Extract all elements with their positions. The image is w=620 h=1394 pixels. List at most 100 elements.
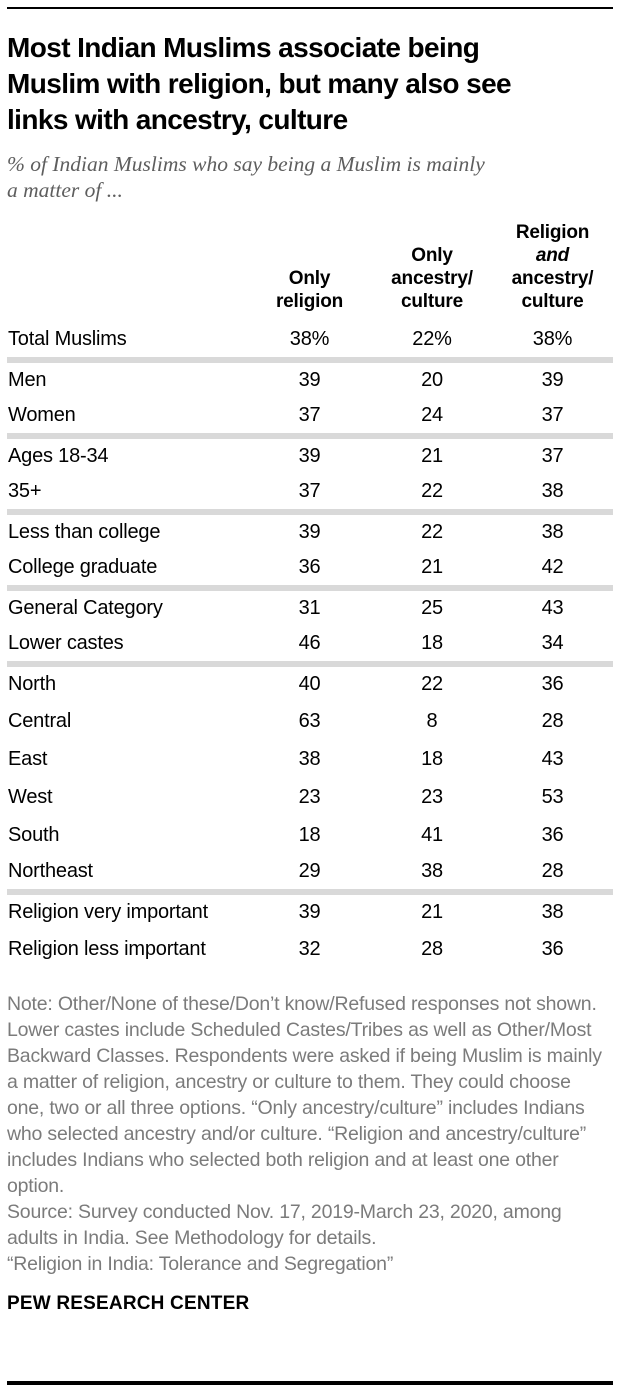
row-label: Religion less important [8, 937, 206, 960]
value-cell: 25 [421, 597, 443, 619]
value-cell: 22 [421, 521, 443, 543]
row-label: East [8, 747, 48, 770]
row-group: Ages 18-34 39 21 37 35+ 37 22 38 [7, 436, 613, 512]
value-cell: 37 [298, 404, 321, 426]
value-cell: 38 [541, 480, 564, 502]
table-row: Ages 18-34 39 21 37 [7, 436, 613, 474]
label-column-header [7, 221, 247, 322]
value-cell: 41 [421, 823, 443, 846]
value-cell: 32 [298, 937, 321, 960]
value-cell: 8 [426, 709, 438, 732]
table-row: East 38 18 43 [7, 740, 613, 778]
table-row: Religion less important 32 28 36 [7, 930, 613, 968]
value-cell: 37 [541, 445, 564, 467]
row-label: Women [8, 404, 76, 426]
table-row: Lower castes 46 18 34 [7, 626, 613, 664]
column-header-line: ancestry/ [511, 268, 594, 289]
table-row: Religion very important 39 21 38 [7, 892, 613, 930]
row-group: Less than college 39 22 38 College graduate 3… [7, 512, 613, 588]
value-cell: 36 [298, 556, 321, 578]
table-row: Men 39 20 39 [7, 360, 613, 398]
table-row: North 40 22 36 [7, 664, 613, 702]
row-label: Lower castes [8, 632, 124, 654]
value-cell: 22% [412, 328, 452, 350]
value-cell: 22 [421, 673, 443, 695]
table-row: General Category 31 25 43 [7, 588, 613, 626]
row-group: General Category 31 25 43 Lower castes 46 18 34 [7, 588, 613, 664]
row-label: Northeast [8, 860, 93, 882]
top-rule [7, 7, 613, 9]
row-label: South [8, 823, 60, 846]
table-row: 35+ 37 22 38 [7, 474, 613, 512]
value-cell: 46 [298, 632, 321, 654]
row-label: North [8, 673, 56, 695]
value-cell: 37 [541, 404, 564, 426]
value-cell: 18 [421, 632, 443, 654]
column-header-line: culture [401, 291, 463, 312]
value-cell: 29 [298, 860, 321, 882]
value-cell: 39 [298, 369, 321, 391]
value-cell: 43 [541, 747, 564, 770]
source-text: Source: Survey conducted Nov. 17, 2019-M… [7, 1201, 562, 1249]
column-header-line: Only [411, 245, 453, 266]
value-cell: 28 [541, 709, 564, 732]
row-label: Central [8, 709, 72, 732]
value-cell: 36 [541, 823, 564, 846]
table-row: West 23 23 53 [7, 778, 613, 816]
value-cell: 38% [289, 328, 330, 350]
column-header: Religion and ancestry/culture [492, 221, 613, 322]
value-cell: 43 [541, 597, 564, 619]
value-cell: 28 [421, 937, 443, 960]
value-cell: 21 [421, 556, 443, 578]
column-header-line: Religion [515, 222, 590, 243]
subtitle: % of Indian Muslims who say being a Musl… [7, 152, 485, 202]
table-row: College graduate 36 21 42 [7, 550, 613, 588]
value-cell: 20 [421, 369, 443, 391]
footnotes: Note: Other/None of these/Don’t know/Ref… [7, 991, 613, 1277]
value-cell: 39 [298, 521, 321, 543]
row-label: Men [8, 369, 47, 391]
data-table: Only religion Only ancestry/culture Religion… [7, 221, 613, 968]
value-cell: 38 [298, 747, 321, 770]
value-cell: 21 [421, 445, 443, 467]
table-header: Only religion Only ancestry/culture Religion… [7, 221, 613, 322]
row-label: West [8, 785, 53, 808]
column-header-line: and [535, 245, 570, 266]
column-header: Only ancestry/culture [372, 221, 492, 322]
note-text: Note: Other/None of these/Don’t know/Ref… [7, 993, 602, 1197]
value-cell: 38 [541, 521, 564, 543]
value-cell: 34 [541, 632, 564, 654]
row-label: Religion very important [8, 901, 208, 923]
value-cell: 31 [298, 597, 321, 619]
page-title: Most Indian Muslims associate being Musl… [7, 32, 512, 135]
row-label: Less than college [8, 521, 161, 543]
value-cell: 23 [421, 785, 443, 808]
table-row: Less than college 39 22 38 [7, 512, 613, 550]
value-cell: 42 [541, 556, 564, 578]
value-cell: 38 [421, 860, 443, 882]
row-label: 35+ [8, 480, 42, 502]
row-group: Religion very important 39 21 38 Religion le… [7, 892, 613, 968]
value-cell: 53 [541, 785, 564, 808]
column-header-line: Only [288, 268, 331, 289]
table-header-row: Only religion Only ancestry/culture Religion… [7, 221, 613, 322]
row-label: General Category [8, 597, 163, 619]
column-header: Only religion [247, 221, 372, 322]
table-row: Total Muslims 38% 22% 38% [7, 322, 613, 360]
value-cell: 38% [532, 328, 573, 350]
value-cell: 37 [298, 480, 321, 502]
table-row: Northeast 29 38 28 [7, 854, 613, 892]
column-header-line: culture [521, 291, 584, 312]
row-group: Total Muslims 38% 22% 38% [7, 322, 613, 360]
value-cell: 39 [541, 369, 564, 391]
row-label: College graduate [8, 556, 158, 578]
row-group: Men 39 20 39 Women 37 24 37 [7, 360, 613, 436]
value-cell: 38 [541, 901, 564, 923]
row-group: North 40 22 36 Central 63 8 28 East 38 18 43 West 23 2… [7, 664, 613, 892]
brand-wordmark: PEW RESEARCH CENTER [7, 1293, 250, 1314]
value-cell: 39 [298, 901, 321, 923]
row-label: Total Muslims [8, 328, 127, 350]
value-cell: 40 [298, 673, 321, 695]
value-cell: 36 [541, 673, 564, 695]
